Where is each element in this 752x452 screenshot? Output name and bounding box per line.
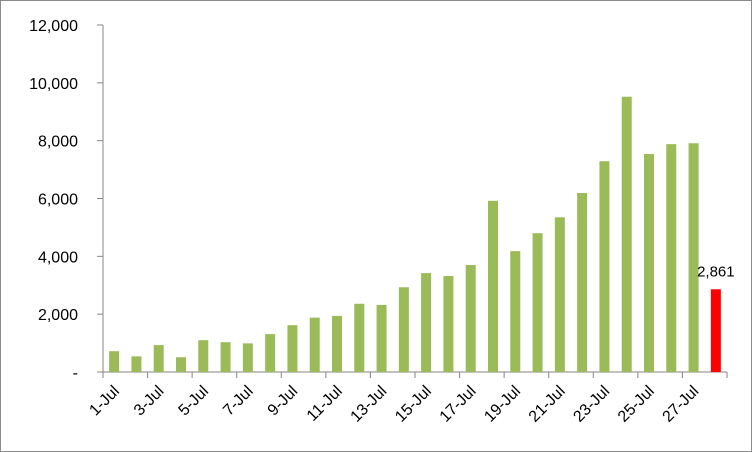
- x-tick-label: 1-Jul: [86, 383, 123, 420]
- y-tick-label: 6,000: [38, 192, 78, 209]
- bar: [644, 153, 654, 372]
- x-tick-label: 13-Jul: [348, 383, 391, 426]
- bar: [621, 96, 632, 373]
- bar: [510, 251, 521, 372]
- data-label: 2,861: [697, 263, 735, 280]
- x-tick-label: 9-Jul: [265, 383, 302, 420]
- x-tick-label: 17-Jul: [437, 383, 480, 426]
- bar: [332, 315, 342, 372]
- bar: [554, 217, 565, 372]
- bar: [443, 275, 454, 372]
- bar: [198, 340, 209, 372]
- y-tick-label: 10,000: [29, 76, 78, 93]
- bar: [398, 287, 409, 372]
- y-tick-label: 8,000: [38, 134, 78, 151]
- bar-highlight: [710, 289, 721, 372]
- x-tick-label: 11-Jul: [304, 383, 346, 425]
- bar: [287, 325, 298, 372]
- y-tick-label: -: [73, 365, 78, 382]
- bar: [688, 143, 699, 372]
- x-tick-label: 15-Jul: [392, 383, 435, 426]
- x-tick-label: 5-Jul: [176, 383, 213, 420]
- bar: [131, 356, 142, 372]
- bar: [309, 317, 320, 372]
- bar: [666, 144, 677, 372]
- bar: [421, 273, 432, 372]
- bar: [599, 161, 610, 372]
- bar: [220, 342, 231, 372]
- bar: [376, 304, 387, 372]
- x-tick-label: 25-Jul: [615, 383, 658, 426]
- bar: [109, 351, 120, 372]
- x-tick-label: 27-Jul: [660, 383, 703, 426]
- bar: [488, 200, 498, 372]
- bar: [242, 343, 253, 372]
- bar: [265, 334, 276, 372]
- x-tick-label: 19-Jul: [481, 383, 524, 426]
- bar: [577, 193, 588, 372]
- y-tick-label: 4,000: [38, 249, 78, 266]
- x-tick-label: 21-Jul: [526, 383, 569, 426]
- bar: [176, 357, 186, 372]
- y-tick-label: 12,000: [29, 18, 78, 35]
- bar: [354, 303, 365, 372]
- bar: [465, 265, 476, 372]
- x-tick-label: 3-Jul: [131, 383, 168, 420]
- bar: [153, 345, 164, 372]
- x-tick-label: 23-Jul: [570, 383, 613, 426]
- bar: [532, 233, 543, 372]
- x-tick-label: 7-Jul: [220, 383, 257, 420]
- y-tick-label: 2,000: [38, 307, 78, 324]
